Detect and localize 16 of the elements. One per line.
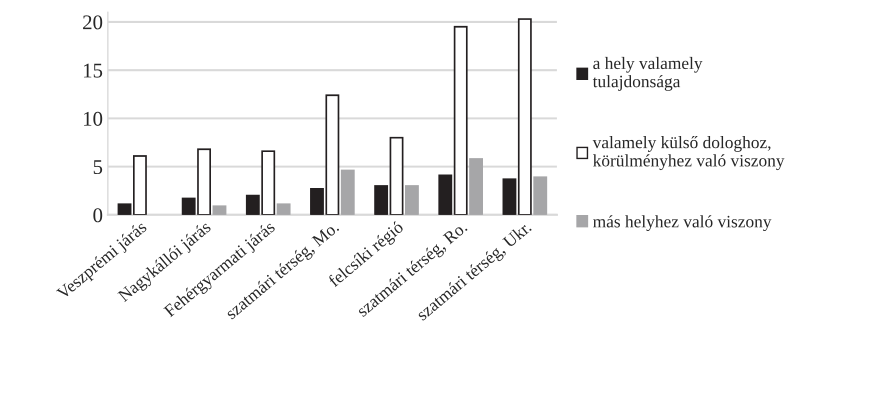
bar — [533, 176, 548, 215]
bar — [405, 185, 419, 215]
bar — [276, 203, 291, 215]
legend-label: más helyhez való viszony — [593, 215, 772, 232]
bar — [469, 158, 484, 215]
bar — [454, 26, 468, 215]
y-tick-label: 5 — [94, 160, 102, 174]
y-tick-label: 10 — [84, 112, 102, 126]
y-tick-label: 20 — [83, 15, 102, 30]
bar — [438, 174, 452, 215]
bar — [212, 205, 226, 215]
legend-label: valamely külső dologhoz, körülményhez való viszony — [592, 136, 784, 170]
bar — [340, 170, 355, 215]
y-tick-label: 0 — [93, 208, 102, 222]
legend-label: a hely valamely tulajdonsága — [592, 56, 702, 91]
y-tick-label: 15 — [84, 64, 102, 78]
